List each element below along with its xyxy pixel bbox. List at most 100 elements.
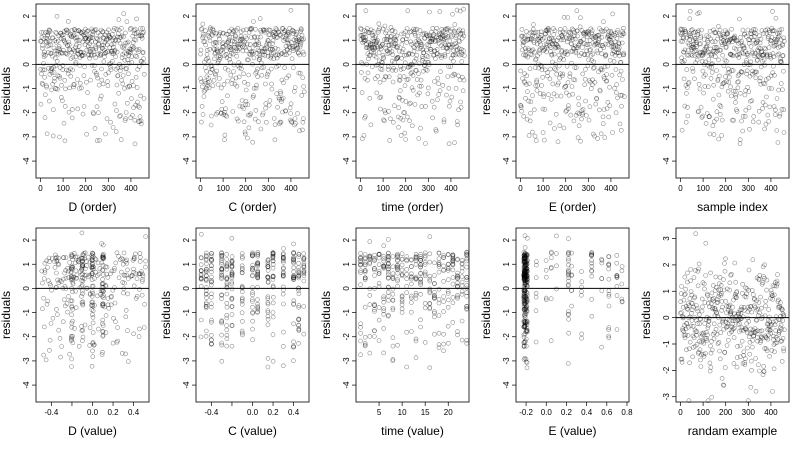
data-point <box>140 26 145 31</box>
data-point <box>717 356 723 362</box>
data-point <box>702 300 708 305</box>
data-point <box>742 92 748 98</box>
data-point <box>531 40 537 45</box>
data-point <box>73 275 79 281</box>
data-point <box>690 333 696 339</box>
data-point <box>395 55 400 61</box>
y-axis-title: residuals <box>319 291 333 339</box>
data-point <box>109 32 115 37</box>
data-point <box>52 48 58 54</box>
data-point <box>77 285 83 291</box>
data-point <box>87 292 93 297</box>
data-point <box>711 298 716 304</box>
data-point <box>291 273 296 279</box>
data-point <box>208 70 213 75</box>
data-point <box>112 47 118 53</box>
data-point <box>255 252 261 257</box>
data-point <box>292 44 298 49</box>
data-point <box>403 36 409 42</box>
data-point <box>449 45 454 50</box>
data-point <box>770 9 775 14</box>
data-point <box>83 36 89 41</box>
data-point <box>79 328 85 334</box>
data-point <box>542 47 547 53</box>
data-point <box>71 33 76 39</box>
data-point <box>110 49 115 54</box>
data-point <box>521 343 527 349</box>
data-point <box>230 109 236 114</box>
data-point <box>731 325 737 331</box>
data-point <box>566 256 571 261</box>
data-point <box>731 45 737 51</box>
data-point <box>136 334 142 339</box>
data-point <box>203 303 209 309</box>
data-point <box>362 275 368 281</box>
data-point <box>270 251 276 256</box>
data-point <box>243 34 248 39</box>
data-point <box>120 280 125 285</box>
data-point <box>413 292 419 298</box>
data-point <box>100 29 105 35</box>
data-point <box>771 104 777 109</box>
data-point <box>378 66 383 72</box>
data-point <box>388 34 393 40</box>
data-point <box>583 29 589 35</box>
data-point <box>464 340 470 346</box>
data-point <box>452 22 458 27</box>
data-point <box>733 100 738 105</box>
data-point <box>366 56 371 62</box>
data-point <box>293 32 299 37</box>
data-point <box>740 361 746 366</box>
data-point <box>722 350 728 355</box>
data-point <box>291 276 297 282</box>
data-point <box>65 43 70 48</box>
data-point <box>80 50 86 56</box>
data-point <box>224 55 230 60</box>
data-point <box>391 41 397 47</box>
data-point <box>401 31 407 36</box>
data-point <box>208 26 213 32</box>
data-point <box>759 58 765 64</box>
data-point <box>751 114 757 119</box>
data-point <box>712 45 717 50</box>
data-point <box>224 291 230 297</box>
data-point <box>605 32 611 38</box>
data-point <box>298 28 303 34</box>
data-point <box>216 53 221 59</box>
data-point <box>69 324 75 330</box>
data-point <box>270 300 276 306</box>
data-point <box>92 27 98 33</box>
data-point <box>362 255 368 261</box>
data-point <box>399 262 405 268</box>
plot-frame <box>515 227 630 403</box>
data-point <box>57 336 63 341</box>
data-point <box>399 31 404 37</box>
data-point <box>64 301 70 306</box>
data-point <box>450 300 456 306</box>
data-point <box>209 278 214 283</box>
data-point <box>685 307 691 312</box>
data-point <box>286 32 292 38</box>
data-point <box>774 278 780 284</box>
data-point <box>685 301 691 306</box>
data-point <box>280 272 286 278</box>
data-point <box>759 49 765 54</box>
data-point <box>390 291 396 297</box>
data-point <box>362 262 368 267</box>
data-point <box>247 26 253 32</box>
data-point <box>408 257 414 262</box>
data-point <box>247 113 253 118</box>
data-point <box>680 304 686 310</box>
data-point <box>739 304 744 310</box>
data-point <box>723 319 729 325</box>
data-point <box>739 118 744 124</box>
data-point <box>269 46 275 52</box>
data-point <box>706 114 712 119</box>
data-point <box>367 254 373 260</box>
data-point <box>711 27 716 33</box>
data-point <box>219 292 224 298</box>
data-point <box>698 52 704 58</box>
data-point <box>532 133 538 139</box>
data-point <box>455 256 460 262</box>
data-point <box>199 231 204 237</box>
